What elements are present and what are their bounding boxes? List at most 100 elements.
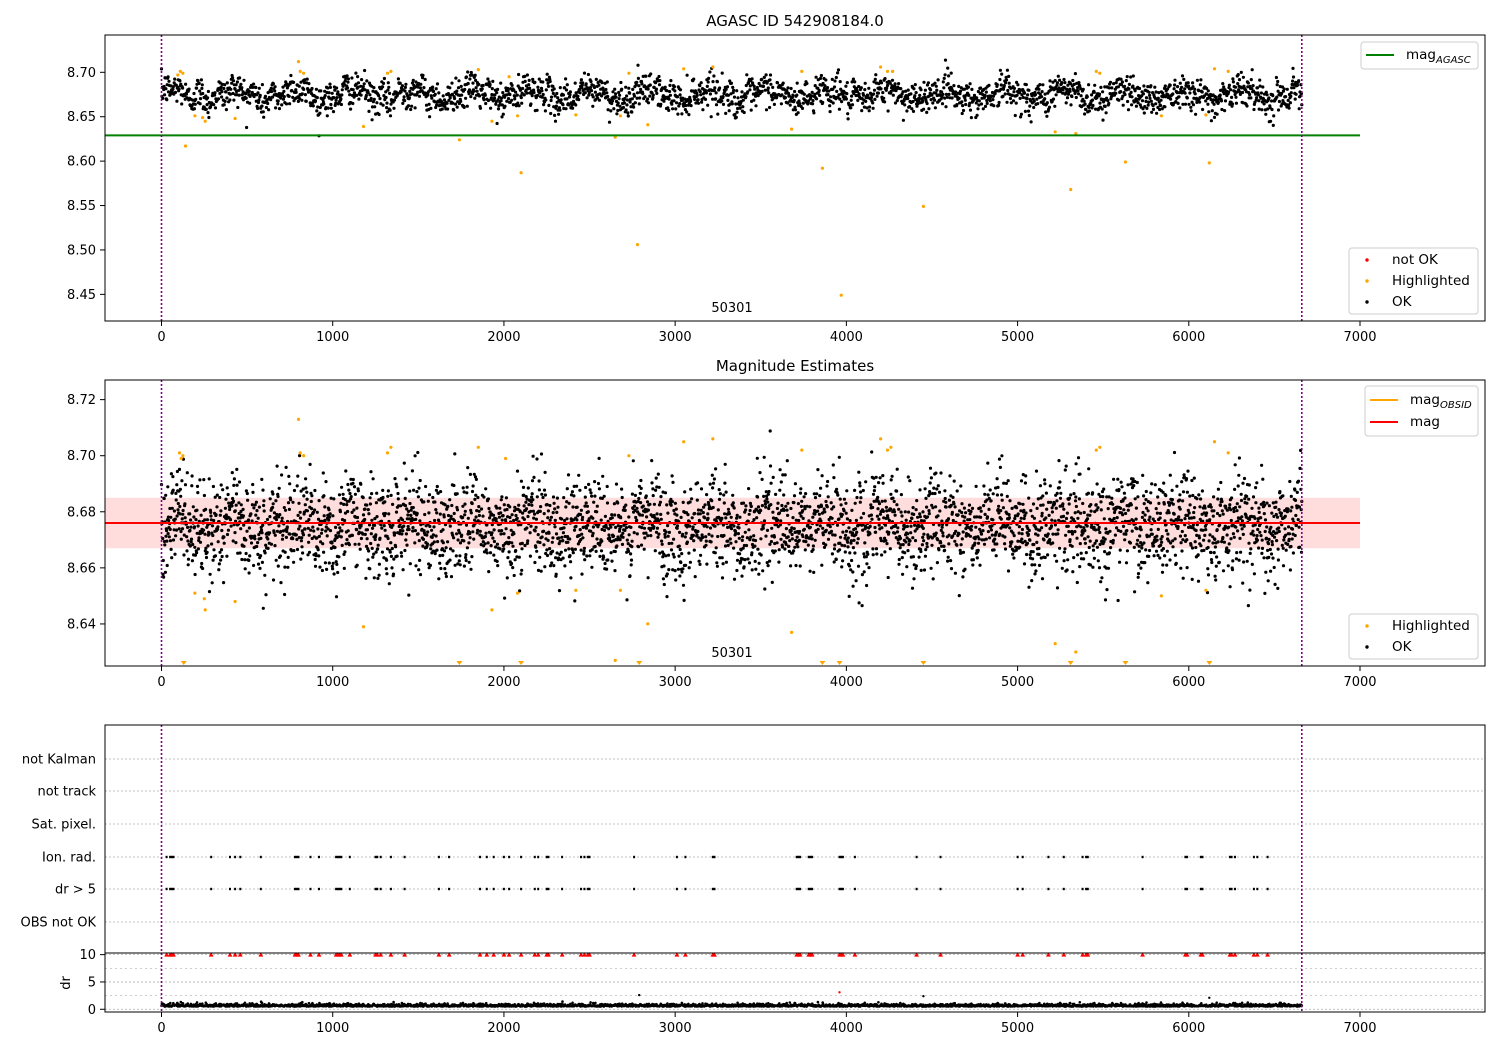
ok-point — [848, 103, 852, 107]
ok-point — [1262, 102, 1266, 106]
ok-point — [746, 90, 750, 94]
ok-point — [1147, 100, 1151, 104]
ok-point — [464, 75, 468, 79]
ok-point — [1230, 95, 1234, 99]
ok-point — [815, 492, 819, 496]
ok-point — [1259, 91, 1263, 95]
ok-point — [829, 501, 833, 505]
ok-point — [582, 549, 586, 554]
ok-point — [593, 480, 597, 484]
ok-point — [464, 558, 468, 563]
ok-point — [792, 549, 796, 553]
ok-point — [283, 550, 287, 554]
ok-point — [446, 540, 450, 544]
ok-point — [178, 512, 182, 516]
ok-point — [427, 102, 431, 106]
ok-point — [470, 555, 474, 559]
ok-point — [720, 71, 724, 75]
ok-point — [501, 112, 505, 116]
ok-point — [548, 503, 552, 508]
ok-point — [1131, 74, 1135, 78]
ok-point — [335, 86, 339, 90]
ok-point — [810, 537, 814, 541]
ok-point — [493, 93, 497, 97]
ok-point — [244, 92, 248, 96]
ok-point — [1079, 94, 1083, 98]
ok-point — [832, 505, 836, 509]
ok-point — [915, 104, 919, 108]
ok-point — [618, 538, 622, 542]
ok-point — [535, 457, 539, 461]
ok-point — [399, 551, 403, 555]
ok-point — [243, 558, 247, 562]
ok-point — [374, 501, 378, 505]
ok-point — [1183, 102, 1188, 106]
ok-point — [1038, 92, 1042, 96]
ok-point — [895, 99, 899, 103]
ok-point — [809, 533, 813, 537]
ok-point — [1045, 114, 1049, 118]
ok-point — [635, 96, 639, 100]
ok-point — [446, 504, 450, 508]
ok-point — [632, 531, 636, 535]
ok-point — [545, 72, 549, 76]
ok-point — [437, 91, 441, 95]
ok-point — [955, 103, 959, 107]
ok-point — [299, 557, 303, 561]
ok-point — [539, 452, 544, 456]
ok-point — [400, 554, 404, 558]
ok-point — [861, 101, 865, 105]
ok-point — [481, 514, 485, 518]
ok-point — [167, 535, 171, 539]
ok-point — [840, 513, 844, 517]
ok-point — [786, 101, 790, 105]
ok-point — [789, 564, 793, 568]
ok-point — [752, 518, 756, 522]
ok-point — [671, 552, 675, 556]
ok-point — [640, 526, 644, 530]
ok-point — [506, 89, 510, 93]
ok-point — [798, 529, 802, 534]
ok-point — [455, 492, 459, 496]
ok-point — [197, 536, 201, 540]
ok-point — [701, 535, 705, 540]
ok-point — [1119, 90, 1123, 94]
ok-point — [263, 94, 268, 98]
ok-point — [316, 548, 320, 552]
ok-point — [767, 489, 771, 494]
ok-point — [333, 545, 337, 550]
ok-point — [464, 555, 468, 560]
ok-point — [788, 539, 792, 543]
ok-point — [352, 485, 357, 489]
ok-point — [192, 91, 196, 96]
ok-point — [284, 465, 288, 469]
ok-point — [476, 495, 480, 500]
ok-point — [1258, 78, 1262, 82]
ok-point — [303, 503, 307, 507]
ok-point — [808, 505, 812, 509]
ok-point — [330, 541, 334, 545]
ok-point — [620, 487, 624, 491]
ok-point — [190, 484, 194, 488]
ok-point — [578, 87, 582, 92]
ok-point — [346, 482, 350, 487]
highlighted-point — [178, 69, 182, 73]
ok-point — [361, 496, 365, 500]
ok-point — [750, 551, 754, 555]
ok-point — [377, 112, 381, 117]
ok-point — [723, 512, 727, 516]
highlighted-point — [682, 67, 686, 71]
ok-point — [754, 567, 758, 571]
ok-point — [1112, 82, 1116, 86]
ok-point — [651, 494, 655, 498]
ok-point — [288, 102, 292, 106]
highlighted-point — [800, 69, 804, 73]
ok-point — [516, 101, 520, 105]
ok-point — [217, 568, 221, 572]
ok-point — [678, 88, 683, 92]
ok-point — [218, 91, 222, 95]
ok-point — [501, 91, 505, 95]
ok-point — [633, 101, 637, 105]
ok-point — [204, 107, 208, 111]
